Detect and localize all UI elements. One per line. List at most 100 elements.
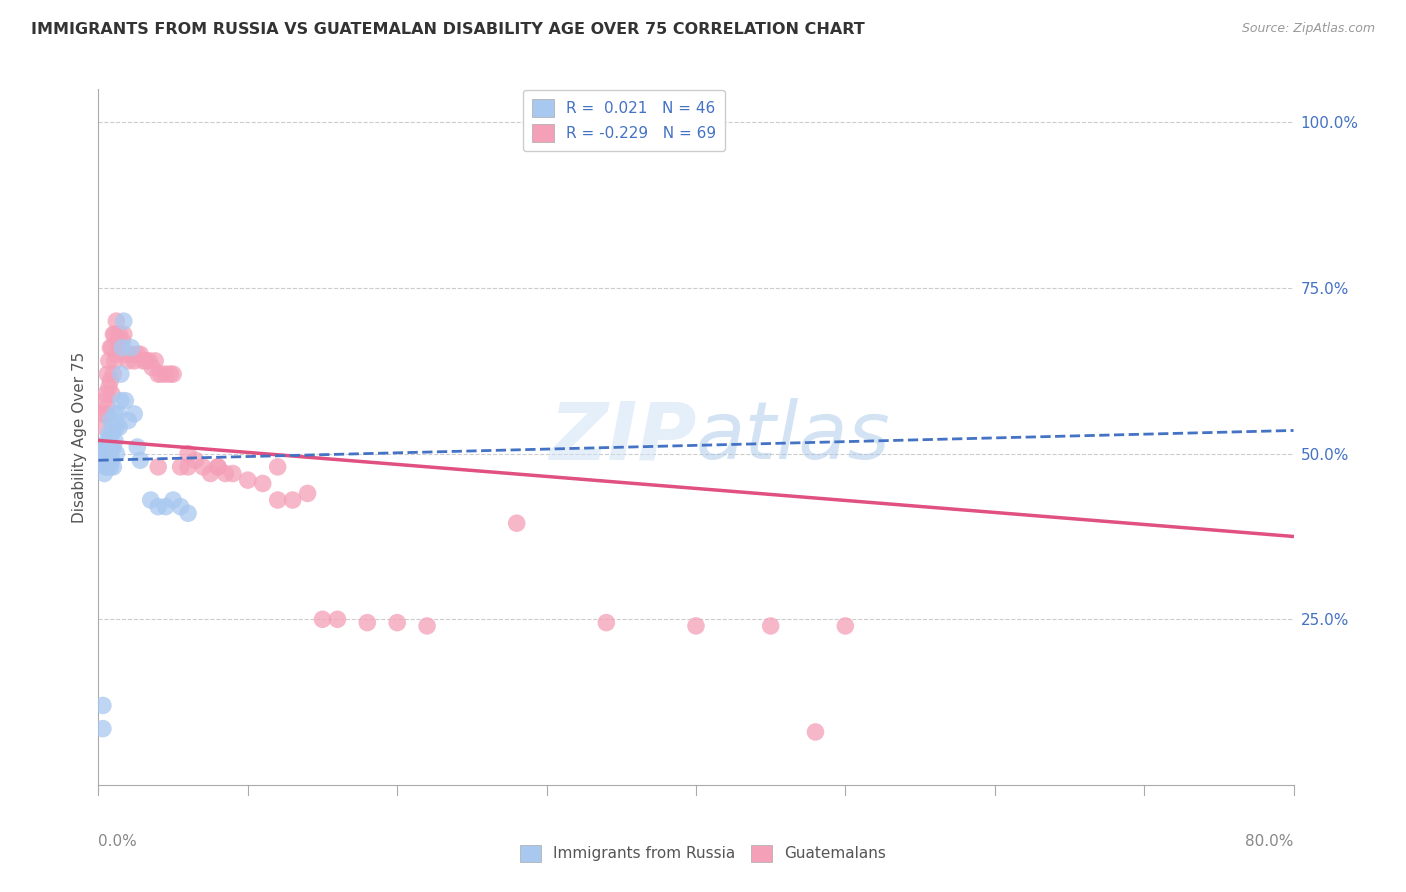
Point <box>104 327 127 342</box>
Point <box>111 341 134 355</box>
Point <box>94 440 117 454</box>
Point <box>103 459 125 474</box>
Point <box>101 426 124 441</box>
Point <box>90 447 112 461</box>
Point <box>93 453 115 467</box>
Point <box>124 407 146 421</box>
Point <box>155 500 177 514</box>
Point <box>108 420 131 434</box>
Point <box>101 453 124 467</box>
Point <box>112 314 135 328</box>
Point <box>101 341 124 355</box>
Point <box>97 380 120 394</box>
Point <box>91 698 114 713</box>
Point <box>252 476 274 491</box>
Text: 80.0%: 80.0% <box>1246 834 1294 848</box>
Point <box>222 467 245 481</box>
Point <box>124 354 146 368</box>
Point <box>148 367 170 381</box>
Text: IMMIGRANTS FROM RUSSIA VS GUATEMALAN DISABILITY AGE OVER 75 CORRELATION CHART: IMMIGRANTS FROM RUSSIA VS GUATEMALAN DIS… <box>31 22 865 37</box>
Point <box>177 506 200 520</box>
Point <box>90 440 112 454</box>
Point <box>97 440 120 454</box>
Point <box>98 447 122 461</box>
Point <box>104 407 127 421</box>
Point <box>101 440 124 454</box>
Point <box>96 447 118 461</box>
Point <box>112 327 135 342</box>
Point <box>105 347 128 361</box>
Point <box>184 453 207 467</box>
Point <box>103 327 125 342</box>
Point <box>120 347 142 361</box>
Point <box>139 493 162 508</box>
Point <box>311 612 333 626</box>
Point <box>98 459 122 474</box>
Point <box>169 459 191 474</box>
Point <box>96 434 118 448</box>
Point <box>94 387 117 401</box>
Point <box>207 459 229 474</box>
Point <box>107 407 129 421</box>
Point <box>804 725 827 739</box>
Text: ZIP: ZIP <box>548 398 696 476</box>
Point <box>685 619 707 633</box>
Point <box>117 354 139 368</box>
Point <box>214 467 236 481</box>
Point <box>159 367 181 381</box>
Point <box>98 341 122 355</box>
Point <box>169 500 191 514</box>
Point <box>97 354 120 368</box>
Point <box>105 447 128 461</box>
Point <box>91 407 114 421</box>
Point <box>162 367 184 381</box>
Point <box>155 367 177 381</box>
Point <box>148 459 170 474</box>
Point <box>97 426 120 441</box>
Point <box>834 619 856 633</box>
Point <box>114 347 136 361</box>
Point <box>200 467 222 481</box>
Point <box>143 354 166 368</box>
Point <box>105 314 128 328</box>
Point <box>110 367 132 381</box>
Point <box>104 354 127 368</box>
Point <box>97 453 120 467</box>
Point <box>138 354 160 368</box>
Point <box>236 473 259 487</box>
Point <box>177 459 200 474</box>
Text: 0.0%: 0.0% <box>98 834 138 848</box>
Legend: R =  0.021   N = 46, R = -0.229   N = 69: R = 0.021 N = 46, R = -0.229 N = 69 <box>523 90 725 151</box>
Point <box>281 493 304 508</box>
Point <box>103 420 125 434</box>
Point <box>356 615 378 630</box>
Point <box>98 413 122 427</box>
Point <box>114 393 136 408</box>
Text: Source: ZipAtlas.com: Source: ZipAtlas.com <box>1241 22 1375 36</box>
Point <box>107 334 129 348</box>
Point <box>177 447 200 461</box>
Point <box>96 459 118 474</box>
Point <box>105 420 128 434</box>
Point <box>94 407 117 421</box>
Point <box>98 434 122 448</box>
Point <box>93 420 115 434</box>
Point <box>127 347 149 361</box>
Point <box>141 360 163 375</box>
Point <box>96 401 118 415</box>
Point <box>93 393 115 408</box>
Point <box>94 459 117 474</box>
Point <box>595 615 617 630</box>
Point <box>207 459 229 474</box>
Point <box>416 619 439 633</box>
Point <box>148 500 170 514</box>
Point <box>150 367 173 381</box>
Point <box>91 722 114 736</box>
Point <box>93 467 115 481</box>
Point <box>98 374 122 388</box>
Point <box>91 440 114 454</box>
Point <box>101 387 124 401</box>
Point <box>120 341 142 355</box>
Point <box>385 615 409 630</box>
Point <box>104 434 127 448</box>
